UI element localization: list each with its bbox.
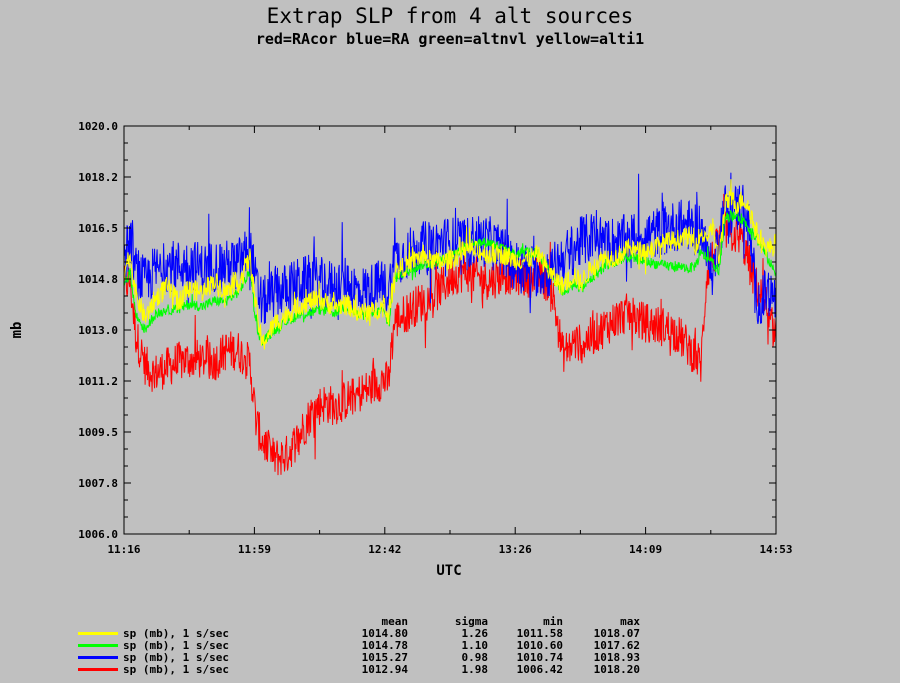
legend-min: 1006.42 — [516, 663, 563, 676]
ticks-layer: 1006.0 1007.8 1009.5 1011.2 1013.0 1014.8 1016… — [78, 120, 792, 556]
y-tick-label: 1018.2 — [78, 171, 118, 184]
y-tick-label: 1013.0 — [78, 324, 118, 337]
legend-row-red: sp (mb), 1 s/sec 1012.94 1.98 1006.42 10… — [78, 663, 678, 676]
y-tick-label: 1006.0 — [78, 528, 118, 541]
plot-frame — [123, 125, 777, 535]
legend-mean: 1012.94 — [361, 663, 408, 676]
y-axis-title: mb — [9, 322, 25, 339]
legend-mean: 1014.78 — [361, 639, 408, 652]
legend-sigma: 1.10 — [461, 639, 489, 652]
chart-subtitle: red=RAcor blue=RA green=altnvl yellow=al… — [255, 30, 645, 48]
legend-sigma: 1.26 — [461, 627, 489, 640]
x-tick-label: 14:09 — [629, 543, 662, 556]
y-tick-label: 1016.5 — [78, 222, 118, 235]
y-tick-label: 1011.2 — [78, 375, 118, 388]
legend-min: 1010.60 — [516, 639, 563, 652]
x-tick-label: 14:53 — [759, 543, 792, 556]
y-tick-label: 1014.8 — [78, 273, 118, 286]
y-tick-label: 1007.8 — [78, 477, 118, 490]
x-tick-label: 13:26 — [499, 543, 532, 556]
legend-header-sigma: sigma — [454, 615, 488, 628]
legend-max: 1018.07 — [593, 627, 640, 640]
legend-swatch — [78, 668, 118, 671]
legend-label: sp (mb), 1 s/sec — [123, 651, 229, 664]
legend-min: 1011.58 — [516, 627, 563, 640]
legend-header-mean: mean — [381, 615, 409, 628]
legend-sigma: 0.98 — [461, 651, 489, 664]
legend-swatch — [78, 632, 118, 635]
legend: mean sigma min max sp (mb), 1 s/sec 1014… — [78, 615, 678, 676]
legend-header: mean sigma min max — [78, 615, 678, 628]
series-layer — [124, 172, 776, 476]
y-tick-label: 1020.0 — [78, 120, 118, 133]
legend-label: sp (mb), 1 s/sec — [123, 627, 229, 640]
legend-row-blue: sp (mb), 1 s/sec 1015.27 0.98 1010.74 10… — [78, 651, 678, 664]
legend-sigma: 1.98 — [461, 663, 489, 676]
series-line-3 — [124, 193, 776, 476]
x-tick-label: 11:59 — [238, 543, 271, 556]
legend-mean: 1015.27 — [361, 651, 408, 664]
legend-header-max: max — [620, 615, 640, 628]
legend-swatch — [78, 644, 118, 647]
x-axis-title: UTC — [436, 563, 461, 579]
legend-max: 1018.20 — [593, 663, 640, 676]
legend-header-min: min — [543, 615, 563, 628]
legend-max: 1017.62 — [593, 639, 640, 652]
x-tick-label: 12:42 — [368, 543, 401, 556]
legend-label: sp (mb), 1 s/sec — [123, 663, 229, 676]
legend-row-yellow: sp (mb), 1 s/sec 1014.80 1.26 1011.58 10… — [78, 627, 678, 640]
y-tick-label: 1009.5 — [78, 426, 118, 439]
series-line-0 — [124, 179, 776, 350]
legend-max: 1018.93 — [593, 651, 640, 664]
x-tick-label: 11:16 — [107, 543, 140, 556]
chart-title: Extrap SLP from 4 alt sources — [266, 4, 634, 28]
legend-row-green: sp (mb), 1 s/sec 1014.78 1.10 1010.60 10… — [78, 639, 678, 652]
legend-label: sp (mb), 1 s/sec — [123, 639, 229, 652]
legend-min: 1010.74 — [516, 651, 563, 664]
plot-area — [124, 126, 776, 534]
legend-swatch — [78, 656, 118, 659]
legend-mean: 1014.80 — [361, 627, 408, 640]
